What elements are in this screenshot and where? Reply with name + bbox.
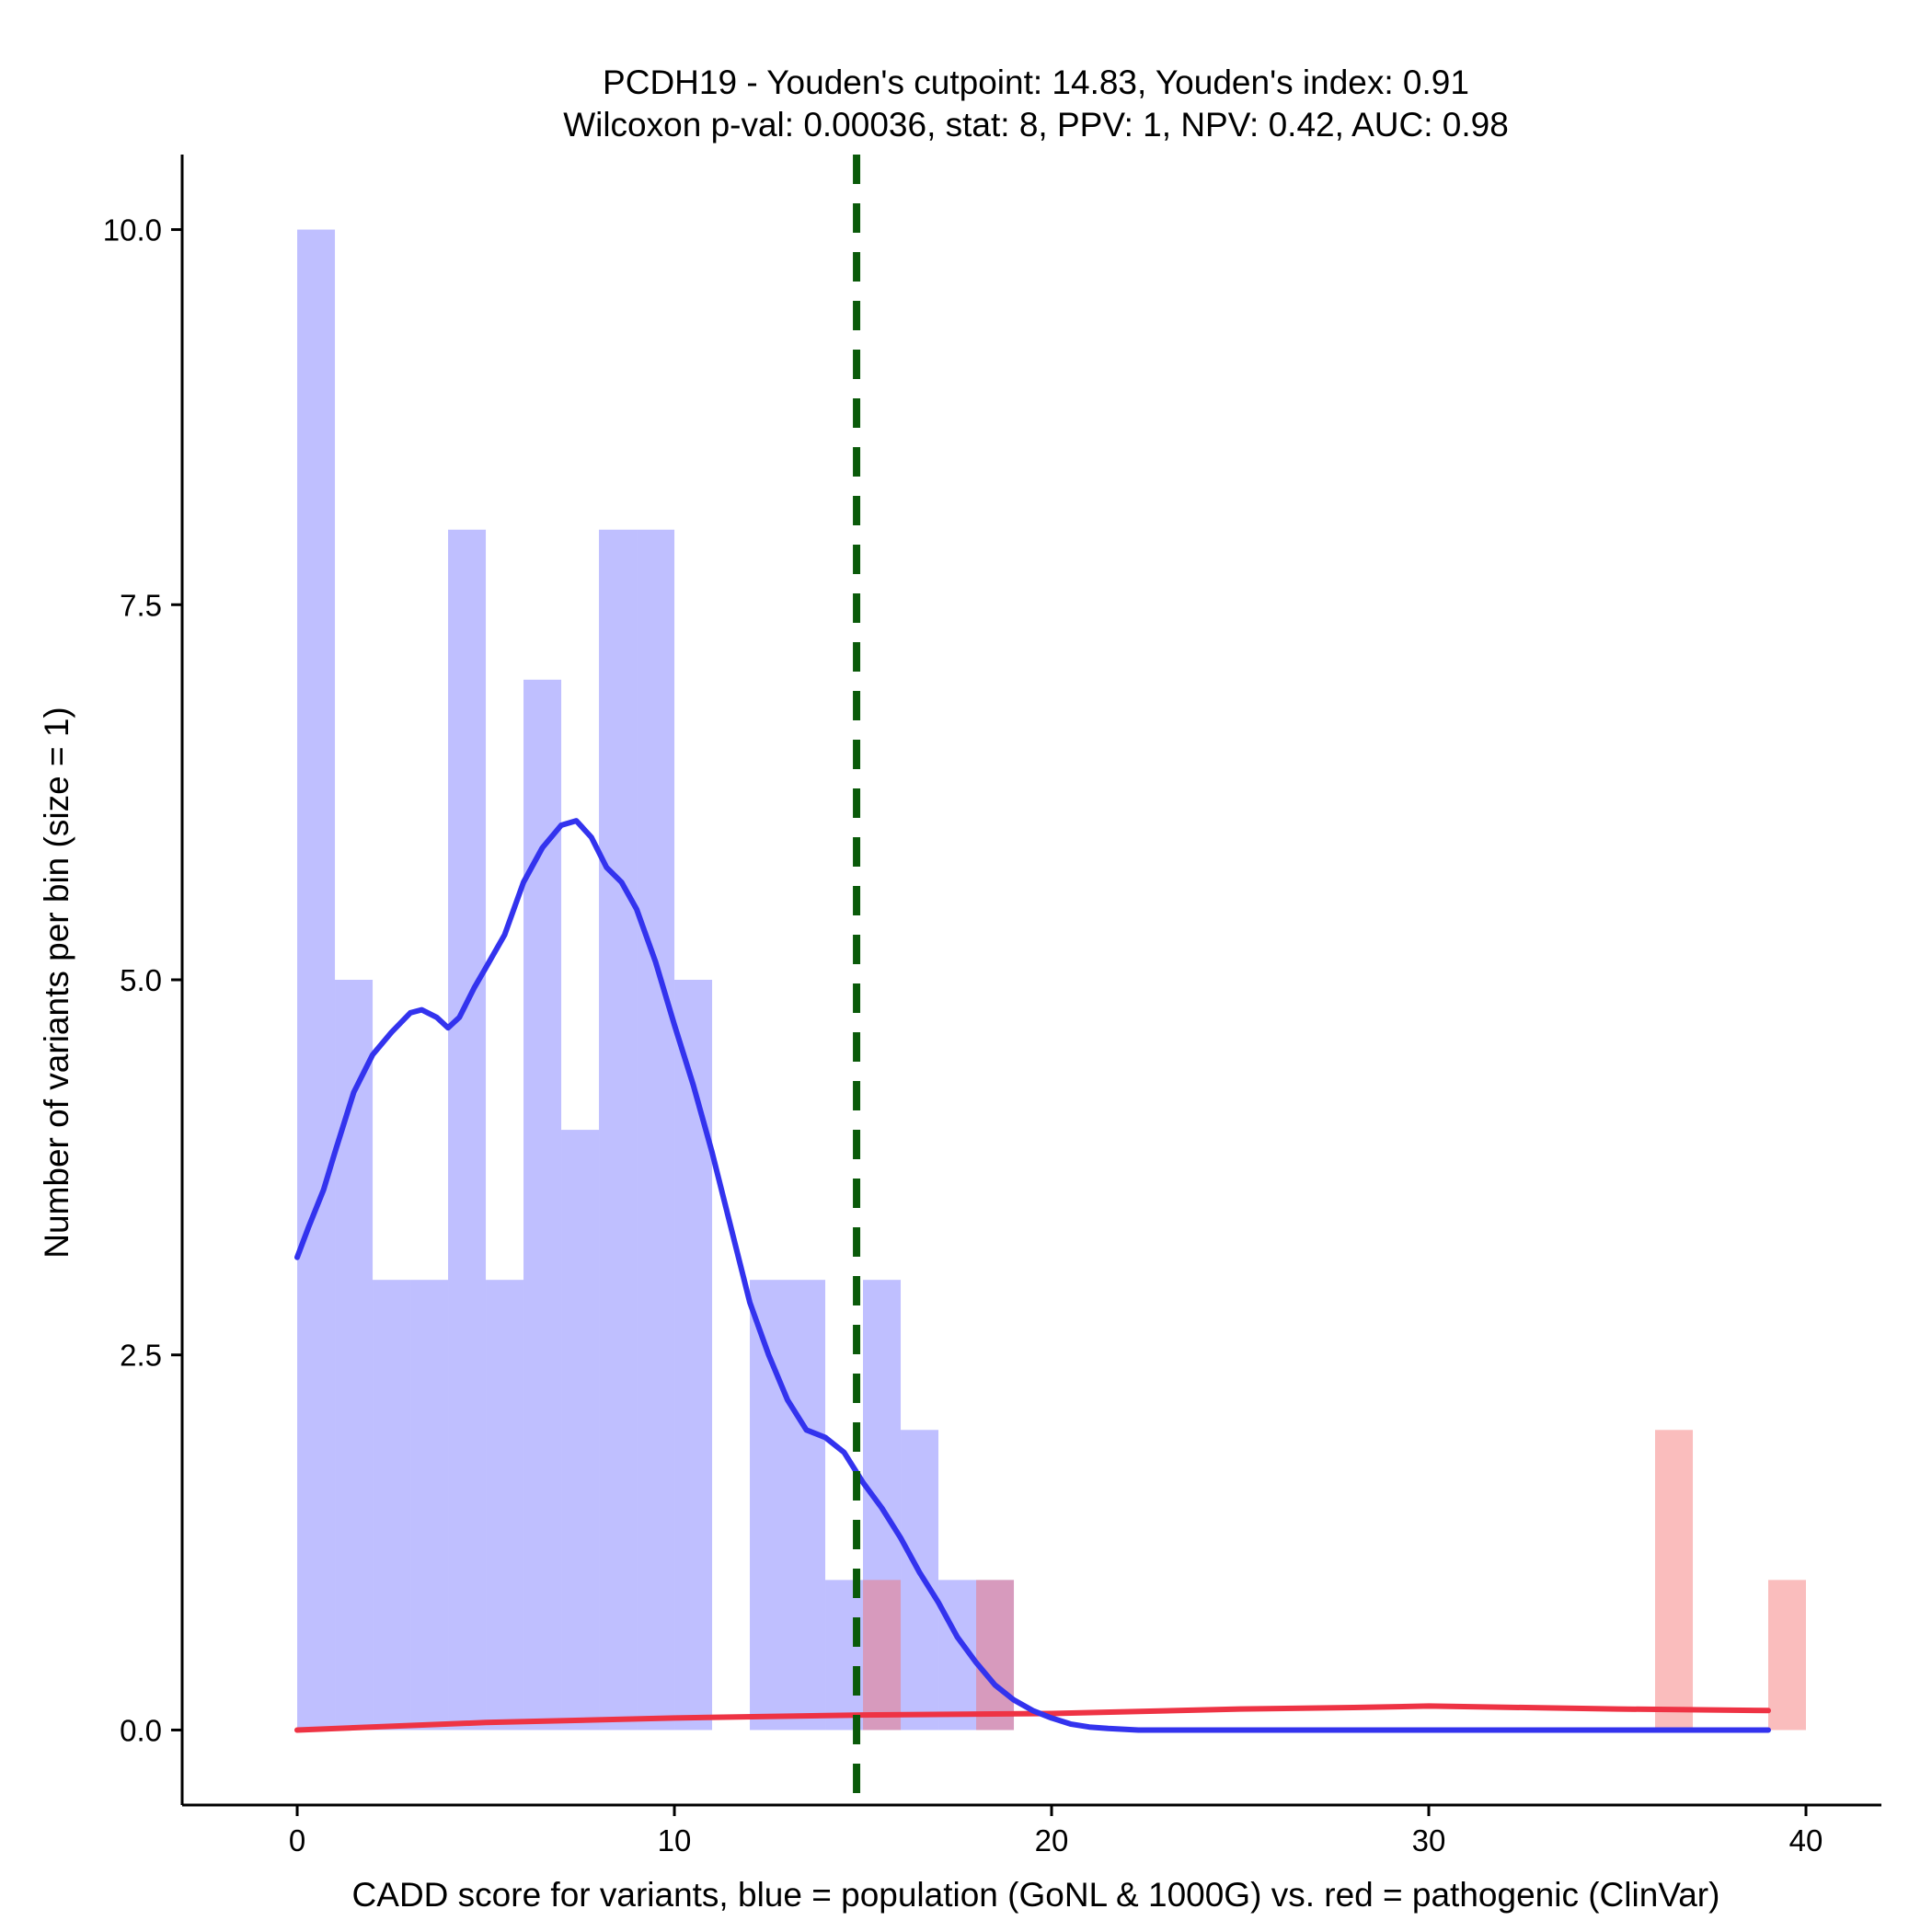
y-tick-label: 5.0 (120, 963, 162, 997)
x-axis-ticks: 0 10 20 30 40 (289, 1805, 1823, 1857)
y-tick-label: 7.5 (120, 588, 162, 622)
population-bar (373, 1280, 411, 1731)
population-density-curve (294, 818, 1771, 1733)
population-bar (976, 1580, 1015, 1731)
x-tick-label: 10 (658, 1823, 692, 1857)
population-bar (297, 229, 336, 1731)
population-bar (825, 1580, 864, 1731)
population-bar (335, 980, 374, 1731)
population-bar (523, 679, 562, 1731)
x-axis-label: CADD score for variants, blue = populati… (352, 1876, 1720, 1914)
pathogenic-bar (976, 1580, 1015, 1731)
y-tick-label: 0.0 (120, 1713, 162, 1747)
chart-title: PCDH19 - Youden's cutpoint: 14.83, Youde… (603, 63, 1469, 101)
x-tick-label: 40 (1789, 1823, 1823, 1857)
y-axis-ticks: 0.0 2.5 5.0 7.5 10.0 (103, 213, 182, 1747)
pathogenic-bar (863, 1580, 902, 1731)
population-bars (297, 229, 1015, 1731)
x-tick-label: 20 (1035, 1823, 1069, 1857)
population-bar (599, 529, 638, 1731)
population-bar (410, 1280, 449, 1731)
y-tick-label: 10.0 (103, 213, 162, 247)
plot-area (294, 155, 1807, 1805)
population-bar (637, 529, 675, 1731)
pathogenic-bars (863, 1430, 1807, 1731)
population-bar (486, 1280, 524, 1731)
x-tick-label: 30 (1412, 1823, 1446, 1857)
y-tick-label: 2.5 (120, 1339, 162, 1373)
pathogenic-density-curve (294, 1703, 1771, 1733)
axes: 0 10 20 30 40 0.0 2.5 5.0 7.5 10.0 (103, 155, 1881, 1857)
population-bar (901, 1430, 939, 1731)
y-axis-label: Number of variants per bin (size = 1) (38, 707, 75, 1258)
x-tick-label: 0 (289, 1823, 305, 1857)
population-bar (561, 1130, 600, 1731)
population-bar (448, 529, 487, 1731)
chart-subtitle: Wilcoxon p-val: 0.00036, stat: 8, PPV: 1… (563, 106, 1509, 144)
pathogenic-bar (1768, 1580, 1807, 1731)
population-bar (788, 1280, 826, 1731)
pathogenic-bar (1655, 1430, 1694, 1731)
population-bar (674, 980, 713, 1731)
